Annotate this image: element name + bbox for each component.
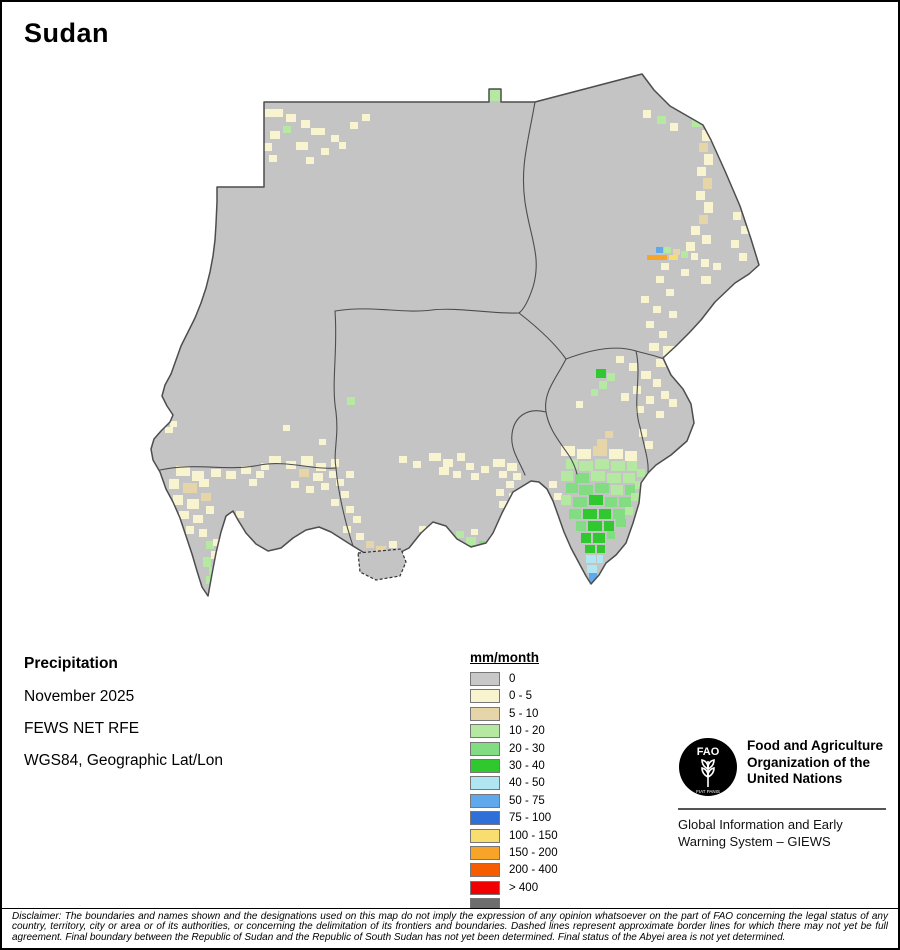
legend-swatch bbox=[470, 689, 500, 704]
legend-swatch bbox=[470, 828, 500, 843]
legend-row: > 400 bbox=[470, 880, 558, 895]
legend-swatch bbox=[470, 706, 500, 721]
legend-label: 40 - 50 bbox=[509, 777, 545, 790]
legend-row: 5 - 10 bbox=[470, 706, 558, 721]
legend-label: 0 - 5 bbox=[509, 690, 533, 703]
legend-title: mm/month bbox=[470, 650, 539, 665]
fao-name-line: Food and Agriculture bbox=[747, 738, 883, 753]
legend-row: 20 - 30 bbox=[470, 741, 558, 756]
legend-row: 50 - 75 bbox=[470, 793, 558, 808]
legend-label: > 400 bbox=[509, 881, 539, 894]
giews-line: Global Information and Early bbox=[678, 817, 843, 832]
legend-swatch bbox=[470, 672, 500, 686]
legend-row: 30 - 40 bbox=[470, 758, 558, 773]
legend-swatch bbox=[470, 724, 500, 739]
fao-name: Food and Agriculture Organization of the… bbox=[747, 738, 883, 788]
wheat-ear-icon bbox=[701, 758, 715, 787]
legend-swatch bbox=[470, 776, 500, 791]
legend-row: 40 - 50 bbox=[470, 776, 558, 791]
legend-swatch bbox=[470, 811, 500, 826]
disclaimer: Disclaimer: The boundaries and names sho… bbox=[2, 907, 898, 948]
legend-label: 200 - 400 bbox=[509, 864, 558, 877]
legend-swatch bbox=[470, 741, 500, 756]
info-heading: Precipitation bbox=[24, 655, 118, 672]
country-outline bbox=[150, 73, 760, 597]
legend-swatch bbox=[470, 845, 500, 860]
legend-items: 0 0 - 5 5 - 10 10 - 20 20 - 30 30 - 40 40 - 50… bbox=[470, 672, 558, 913]
fao-name-line: United Nations bbox=[747, 771, 843, 786]
info-projection: WGS84, Geographic Lat/Lon bbox=[24, 752, 224, 769]
legend-row: 0 bbox=[470, 672, 558, 686]
fao-logo-motto: FIAT PANIS bbox=[696, 789, 720, 794]
giews-line: Warning System – GIEWS bbox=[678, 834, 831, 849]
info-period: November 2025 bbox=[24, 688, 135, 705]
legend-label: 5 - 10 bbox=[509, 707, 539, 720]
admin-boundaries bbox=[159, 101, 665, 547]
fao-divider bbox=[678, 808, 886, 810]
legend-row: 200 - 400 bbox=[470, 863, 558, 878]
fao-logo: FAO FIAT PANIS bbox=[679, 738, 737, 796]
legend-label: 30 - 40 bbox=[509, 759, 545, 772]
legend-label: 0 bbox=[509, 673, 516, 685]
legend-row: 0 - 5 bbox=[470, 689, 558, 704]
fao-logo-text: FAO bbox=[697, 746, 720, 758]
country-shape bbox=[151, 74, 759, 596]
giews-text: Global Information and Early Warning Sys… bbox=[678, 816, 843, 850]
page-title: Sudan bbox=[24, 18, 110, 48]
legend-label: 10 - 20 bbox=[509, 725, 545, 738]
abyei-dashed-area bbox=[357, 548, 407, 581]
legend-row: 10 - 20 bbox=[470, 724, 558, 739]
legend-swatch bbox=[470, 880, 500, 895]
info-source: FEWS NET RFE bbox=[24, 720, 140, 737]
precipitation-cells-layer bbox=[162, 90, 749, 586]
legend-label: 50 - 75 bbox=[509, 794, 545, 807]
legend-row: 100 - 150 bbox=[470, 828, 558, 843]
legend-label: 150 - 200 bbox=[509, 846, 558, 859]
legend-swatch bbox=[470, 758, 500, 773]
legend-label: 20 - 30 bbox=[509, 742, 545, 755]
legend-row: 150 - 200 bbox=[470, 845, 558, 860]
legend-label: 100 - 150 bbox=[509, 829, 558, 842]
legend-row: 75 - 100 bbox=[470, 811, 558, 826]
legend-label: 75 - 100 bbox=[509, 812, 552, 825]
legend-swatch bbox=[470, 863, 500, 878]
fao-name-line: Organization of the bbox=[747, 754, 870, 770]
map-info-block: Precipitation November 2025 FEWS NET RFE… bbox=[24, 655, 223, 784]
legend: mm/month 0 0 - 5 5 - 10 10 - 20 20 - 30 30 - … bbox=[470, 650, 558, 915]
legend-swatch bbox=[470, 793, 500, 808]
